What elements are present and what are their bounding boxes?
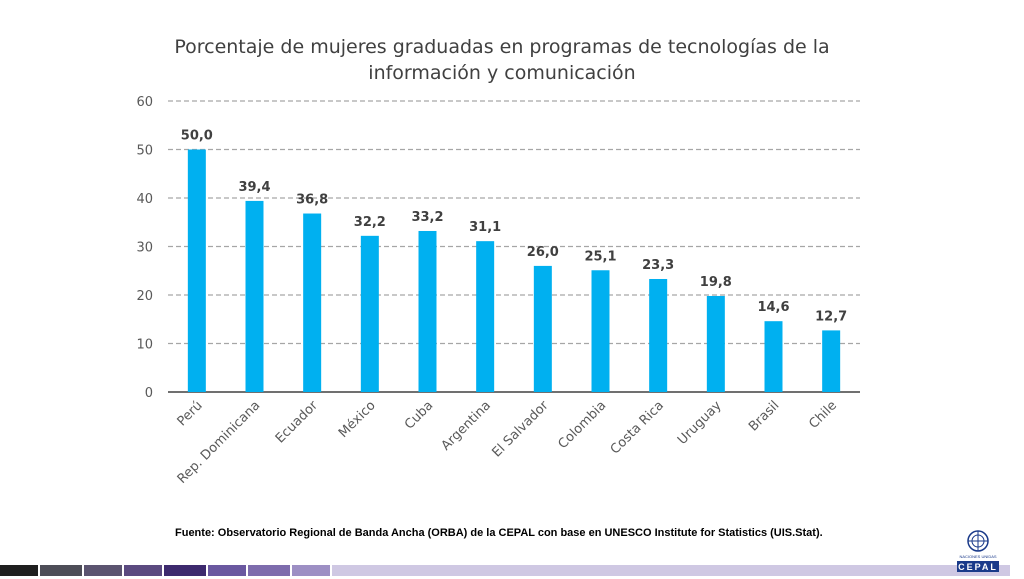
data-label: 50,0 bbox=[181, 129, 213, 144]
footer-bar-segment bbox=[332, 565, 1010, 576]
bar bbox=[764, 321, 783, 392]
footer-bar-segment bbox=[164, 565, 206, 576]
data-label: 32,2 bbox=[354, 215, 386, 230]
data-label: 31,1 bbox=[469, 220, 501, 235]
y-tick-label: 20 bbox=[136, 289, 153, 304]
bar bbox=[245, 200, 264, 392]
bar bbox=[591, 270, 610, 392]
x-tick-label: Uruguay bbox=[675, 398, 725, 448]
y-tick-label: 10 bbox=[136, 338, 153, 353]
bar bbox=[476, 241, 495, 392]
footer-bar-segment bbox=[124, 565, 162, 576]
data-label: 26,0 bbox=[527, 245, 559, 260]
footer-bar-segment bbox=[292, 565, 330, 576]
footer-bar-segment bbox=[208, 565, 246, 576]
data-label: 36,8 bbox=[296, 193, 328, 208]
chart-title-line-1: Porcentaje de mujeres graduadas en progr… bbox=[174, 36, 830, 58]
bar bbox=[187, 149, 206, 392]
logo-subtext: NACIONES UNIDAS bbox=[959, 554, 996, 559]
footer-bar-segment bbox=[0, 565, 38, 576]
bar bbox=[303, 213, 322, 392]
source-note: Fuente: Observatorio Regional de Banda A… bbox=[175, 527, 823, 539]
x-tick-label: Cuba bbox=[402, 398, 436, 432]
footer-bar-segment bbox=[248, 565, 290, 576]
x-tick-label: Perú bbox=[175, 398, 206, 429]
y-tick-label: 60 bbox=[136, 95, 153, 110]
x-tick-label: México bbox=[336, 398, 379, 441]
data-label: 14,6 bbox=[757, 300, 789, 315]
bar bbox=[822, 330, 841, 392]
bar bbox=[360, 235, 379, 392]
bar bbox=[706, 295, 725, 392]
y-tick-label: 50 bbox=[136, 144, 153, 159]
data-label: 25,1 bbox=[584, 249, 616, 264]
x-tick-label: Costa Rica bbox=[608, 398, 667, 457]
x-tick-label: Colombia bbox=[556, 398, 610, 452]
data-label: 39,4 bbox=[238, 180, 270, 195]
x-tick-label: Argentina bbox=[439, 398, 494, 453]
x-tick-label: Brasil bbox=[746, 398, 782, 434]
logo-text: CEPAL bbox=[958, 562, 998, 572]
x-tick-label: Chile bbox=[806, 398, 840, 432]
data-label: 33,2 bbox=[411, 210, 443, 225]
un-emblem-icon bbox=[967, 530, 989, 552]
x-tick-label: El Salvador bbox=[489, 398, 552, 461]
y-tick-label: 40 bbox=[136, 192, 153, 207]
chart-title-line-2: información y comunicación bbox=[368, 62, 636, 84]
cepal-logo: NACIONES UNIDAS CEPAL bbox=[955, 528, 1001, 574]
bar bbox=[649, 278, 668, 392]
footer-bar-segment bbox=[84, 565, 122, 576]
x-tick-label: Ecuador bbox=[273, 398, 322, 447]
bar bbox=[418, 230, 437, 392]
bar bbox=[533, 265, 552, 392]
data-label: 12,7 bbox=[815, 309, 847, 324]
data-label: 23,3 bbox=[642, 258, 674, 273]
data-label: 19,8 bbox=[700, 275, 732, 290]
y-tick-label: 0 bbox=[145, 386, 153, 401]
footer-bar-segment bbox=[40, 565, 82, 576]
y-tick-label: 30 bbox=[136, 241, 153, 256]
